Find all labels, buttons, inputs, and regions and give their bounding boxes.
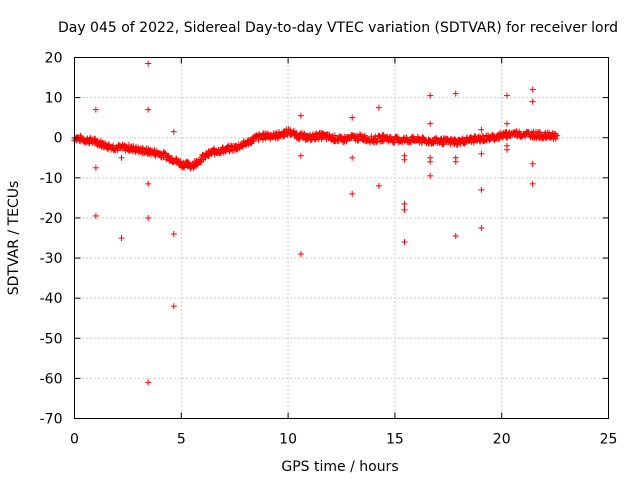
outlier-point bbox=[145, 106, 152, 113]
data-point bbox=[210, 145, 217, 152]
data-point bbox=[552, 135, 559, 142]
data-point bbox=[205, 152, 212, 159]
y-tick-label: 20 bbox=[45, 51, 63, 67]
y-tick-label: 10 bbox=[45, 91, 63, 107]
outlier-point bbox=[297, 112, 304, 119]
chart-title: Day 045 of 2022, Sidereal Day-to-day VTE… bbox=[58, 20, 618, 36]
y-tick-label: -30 bbox=[40, 251, 63, 267]
outlier-point bbox=[92, 106, 99, 113]
y-tick-label: -10 bbox=[40, 171, 63, 187]
outlier-point bbox=[92, 212, 99, 219]
outlier-point bbox=[145, 180, 152, 187]
outlier-point bbox=[504, 146, 511, 153]
outlier-point bbox=[478, 224, 485, 231]
outlier-point bbox=[427, 158, 434, 165]
outlier-point bbox=[170, 128, 177, 135]
grid-layer bbox=[74, 57, 609, 419]
outlier-point bbox=[401, 156, 408, 163]
data-point bbox=[522, 133, 529, 140]
x-tick-label: 25 bbox=[600, 432, 618, 448]
outlier-point bbox=[401, 206, 408, 213]
outlier-point bbox=[170, 303, 177, 310]
data-point bbox=[439, 139, 446, 146]
outlier-point bbox=[170, 230, 177, 237]
outlier-point bbox=[297, 251, 304, 258]
outlier-point bbox=[349, 114, 356, 121]
data-point bbox=[547, 134, 554, 141]
outlier-point bbox=[297, 152, 304, 159]
data-point bbox=[454, 141, 461, 148]
y-tick-label: -50 bbox=[40, 331, 63, 347]
x-tick-label: 5 bbox=[177, 432, 186, 448]
data-point bbox=[243, 142, 250, 149]
outlier-point bbox=[427, 92, 434, 99]
outlier-point bbox=[478, 126, 485, 133]
data-point bbox=[440, 141, 447, 148]
data-point bbox=[331, 132, 338, 139]
outlier-point bbox=[529, 98, 536, 105]
data-point bbox=[157, 151, 164, 158]
outlier-point bbox=[529, 160, 536, 167]
outlier-point bbox=[145, 60, 152, 67]
data-point bbox=[546, 129, 553, 136]
outlier-point bbox=[452, 158, 459, 165]
x-tick-label: 20 bbox=[493, 432, 511, 448]
outlier-point bbox=[92, 164, 99, 171]
x-tick-label: 0 bbox=[70, 432, 79, 448]
outlier-point bbox=[529, 86, 536, 93]
outlier-point bbox=[118, 154, 125, 161]
data-point bbox=[380, 137, 387, 144]
outlier-point bbox=[452, 90, 459, 97]
x-tick-label: 10 bbox=[279, 432, 297, 448]
data-point bbox=[102, 140, 109, 147]
data-point bbox=[130, 143, 137, 150]
data-point bbox=[165, 153, 172, 160]
outlier-point bbox=[145, 379, 152, 386]
data-point bbox=[554, 132, 561, 139]
data-point bbox=[354, 137, 361, 144]
points-layer bbox=[71, 60, 561, 386]
outlier-point bbox=[427, 172, 434, 179]
outlier-point bbox=[349, 154, 356, 161]
outlier-point bbox=[375, 104, 382, 111]
y-tick-label: -20 bbox=[40, 211, 63, 227]
outlier-point bbox=[375, 182, 382, 189]
y-tick-label: -60 bbox=[40, 371, 63, 387]
outlier-point bbox=[118, 235, 125, 241]
outlier-point bbox=[452, 232, 459, 239]
data-point bbox=[280, 133, 287, 140]
data-point bbox=[394, 134, 401, 141]
outlier-point bbox=[401, 239, 408, 246]
y-tick-label: -40 bbox=[40, 291, 63, 307]
data-point bbox=[301, 131, 308, 138]
outlier-point bbox=[478, 186, 485, 193]
outlier-point bbox=[529, 180, 536, 187]
outlier-point bbox=[401, 200, 408, 207]
outlier-point bbox=[427, 120, 434, 127]
data-point bbox=[450, 140, 457, 147]
axis-layer: -70 -60 -50 -40 -30 -20 -10 0 10 20 0 5 10 15 20 25 bbox=[40, 51, 618, 448]
plot-frame bbox=[74, 57, 609, 419]
x-axis-label: GPS time / hours bbox=[281, 459, 398, 475]
y-tick-label: 0 bbox=[54, 131, 63, 147]
x-tick-label: 15 bbox=[386, 432, 404, 448]
outlier-point bbox=[504, 92, 511, 99]
y-axis-label: SDTVAR / TECUs bbox=[6, 181, 22, 296]
outlier-point bbox=[349, 190, 356, 197]
y-tick-label: -70 bbox=[40, 412, 63, 428]
data-point bbox=[273, 130, 280, 137]
outlier-point bbox=[478, 150, 485, 157]
outlier-point bbox=[145, 214, 152, 221]
outlier-point bbox=[504, 120, 511, 127]
